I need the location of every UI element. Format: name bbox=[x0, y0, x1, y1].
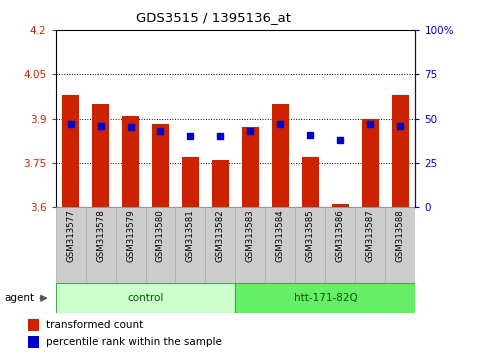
Text: transformed count: transformed count bbox=[46, 320, 143, 330]
Bar bbox=[28, 336, 39, 348]
Text: GSM313579: GSM313579 bbox=[126, 209, 135, 262]
Bar bbox=[242, 127, 259, 207]
Text: GSM313588: GSM313588 bbox=[396, 209, 405, 262]
Bar bbox=[175, 207, 205, 283]
Bar bbox=[362, 119, 379, 207]
Text: GSM313585: GSM313585 bbox=[306, 209, 315, 262]
Bar bbox=[122, 116, 139, 207]
Bar bbox=[266, 207, 296, 283]
Bar bbox=[326, 207, 355, 283]
Text: control: control bbox=[128, 293, 164, 303]
Bar bbox=[85, 207, 115, 283]
Text: GSM313580: GSM313580 bbox=[156, 209, 165, 262]
Bar bbox=[236, 283, 415, 313]
Text: GSM313587: GSM313587 bbox=[366, 209, 375, 262]
Bar bbox=[145, 207, 175, 283]
Bar bbox=[182, 157, 199, 207]
Bar bbox=[302, 157, 319, 207]
Text: agent: agent bbox=[5, 293, 35, 303]
Text: GSM313577: GSM313577 bbox=[66, 209, 75, 262]
Bar bbox=[355, 207, 385, 283]
Text: GSM313578: GSM313578 bbox=[96, 209, 105, 262]
Bar bbox=[56, 207, 85, 283]
Text: GSM313586: GSM313586 bbox=[336, 209, 345, 262]
Bar bbox=[296, 207, 326, 283]
Bar bbox=[62, 95, 79, 207]
Bar bbox=[332, 204, 349, 207]
Bar bbox=[212, 160, 229, 207]
Bar bbox=[272, 104, 289, 207]
Text: GDS3515 / 1395136_at: GDS3515 / 1395136_at bbox=[136, 11, 291, 24]
Bar bbox=[236, 207, 266, 283]
Bar bbox=[28, 319, 39, 331]
Bar bbox=[385, 207, 415, 283]
Text: GSM313583: GSM313583 bbox=[246, 209, 255, 262]
Bar bbox=[392, 95, 409, 207]
Bar bbox=[56, 283, 236, 313]
Text: percentile rank within the sample: percentile rank within the sample bbox=[46, 337, 222, 347]
Bar bbox=[92, 104, 109, 207]
Text: GSM313584: GSM313584 bbox=[276, 209, 285, 262]
Text: GSM313582: GSM313582 bbox=[216, 209, 225, 262]
Bar bbox=[205, 207, 236, 283]
Text: GSM313581: GSM313581 bbox=[186, 209, 195, 262]
Bar bbox=[152, 125, 169, 207]
Text: htt-171-82Q: htt-171-82Q bbox=[294, 293, 357, 303]
Bar bbox=[115, 207, 145, 283]
